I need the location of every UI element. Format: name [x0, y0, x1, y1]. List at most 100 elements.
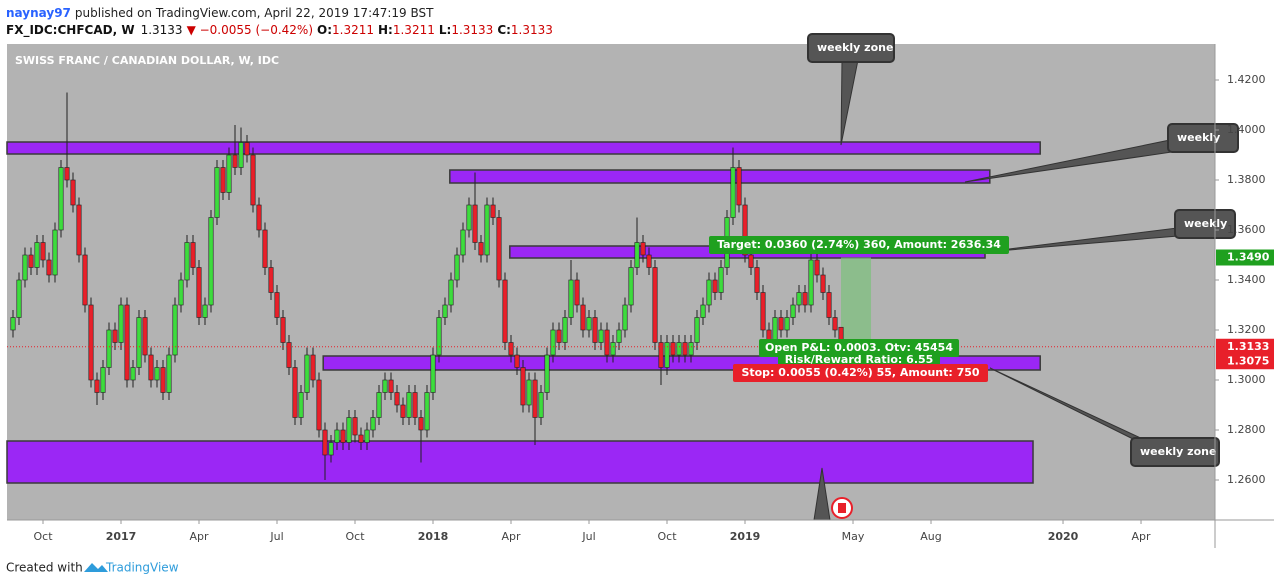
candle-body: [436, 317, 442, 356]
zone: [6, 440, 1034, 484]
target-price-label-bg: [1216, 249, 1274, 266]
candle-body: [682, 342, 688, 356]
candle-body: [484, 204, 490, 256]
candle-body: [526, 379, 532, 406]
candle-body: [76, 204, 82, 256]
candle-body: [586, 317, 592, 331]
pnl-label: Open P&L: 0.0003, Qty: 45454: [765, 341, 953, 354]
candle-body: [304, 354, 310, 393]
candle-body: [568, 279, 574, 318]
candle-body: [364, 429, 370, 443]
candle-body: [562, 317, 568, 343]
candle-body: [232, 154, 238, 168]
candle-body: [52, 229, 58, 276]
candle-body: [166, 354, 172, 393]
candle-body: [16, 279, 22, 318]
y-tick-label: 1.2800: [1227, 423, 1266, 436]
candle-body: [184, 242, 190, 281]
candle-body: [460, 229, 466, 256]
x-tick-label: May: [842, 530, 865, 543]
candle-body: [616, 329, 622, 343]
target-area: [841, 257, 872, 348]
x-tick-label: Oct: [33, 530, 53, 543]
x-tick-label: Aug: [920, 530, 941, 543]
footer-brand[interactable]: TradingView: [105, 561, 179, 575]
candle-body: [100, 367, 106, 393]
candle-body: [472, 204, 478, 243]
author[interactable]: naynay97: [6, 6, 71, 20]
candle-body: [358, 434, 364, 443]
y-tick-label: 1.2600: [1227, 473, 1266, 486]
candle-body: [442, 304, 448, 318]
stop-label: Stop: 0.0055 (0.42%) 55, Amount: 750: [741, 366, 979, 379]
zone: [449, 169, 991, 184]
y-tick-label: 1.3000: [1227, 373, 1266, 386]
y-tick-label: 1.3400: [1227, 273, 1266, 286]
candle-body: [286, 342, 292, 368]
candle-body: [352, 417, 358, 436]
target-price-label: 1.3490: [1227, 251, 1270, 264]
last-price-label-bg: [1216, 338, 1274, 355]
candle-body: [478, 242, 484, 256]
candle-body: [376, 392, 382, 418]
candle-body: [322, 429, 328, 456]
candle-body: [346, 417, 352, 443]
candle-body: [22, 254, 28, 281]
callout-text: weekly zone: [1140, 445, 1216, 458]
x-tick-label: Oct: [657, 530, 677, 543]
candle-body: [730, 167, 736, 218]
candle-body: [124, 304, 130, 381]
candle-body: [298, 392, 304, 418]
candle-body: [514, 354, 520, 368]
candle-body: [694, 317, 700, 343]
callout-box: [1130, 437, 1220, 467]
candle-body: [712, 279, 718, 293]
field-value: 1.3211: [393, 23, 435, 37]
field-label: C:: [497, 23, 511, 37]
field-value: 1.3211: [332, 23, 374, 37]
candle-body: [340, 429, 346, 443]
candle-body: [406, 392, 412, 418]
candle-body: [622, 304, 628, 331]
candle-body: [610, 342, 616, 356]
candle-body: [310, 354, 316, 381]
candle-body: [94, 379, 100, 393]
candle-body: [826, 292, 832, 318]
candle-body: [172, 304, 178, 356]
candle-body: [538, 392, 544, 418]
candle-body: [658, 342, 664, 368]
callout-box: [1174, 209, 1236, 239]
candle-body: [160, 367, 166, 393]
candle-body: [652, 267, 658, 343]
y-tick-label: 1.3200: [1227, 323, 1266, 336]
candle-body: [808, 259, 814, 306]
callout-text: weekly zone: [817, 41, 893, 54]
candle-body: [748, 254, 754, 268]
candle-body: [490, 204, 496, 218]
candle-body: [394, 392, 400, 406]
candle-body: [256, 204, 262, 231]
candle-body: [280, 317, 286, 343]
candle-body: [448, 279, 454, 306]
candle-body: [70, 179, 76, 206]
candle-body: [196, 267, 202, 318]
candle-body: [832, 317, 838, 331]
candle-body: [136, 317, 142, 368]
candle-body: [424, 392, 430, 431]
candle-body: [28, 254, 34, 268]
candle-body: [556, 329, 562, 343]
candle-body: [370, 417, 376, 431]
candle-body: [496, 217, 502, 281]
candle-body: [778, 317, 784, 331]
candle-body: [268, 267, 274, 293]
candle-body: [430, 354, 436, 393]
callout-text: weekly: [1177, 131, 1220, 144]
candle-body: [262, 229, 268, 268]
candle-body: [82, 254, 88, 306]
candle-body: [238, 142, 244, 168]
field-label: H:: [378, 23, 393, 37]
zone: [6, 141, 1041, 155]
candle-body: [250, 154, 256, 206]
y-tick-label: 1.3600: [1227, 223, 1266, 236]
